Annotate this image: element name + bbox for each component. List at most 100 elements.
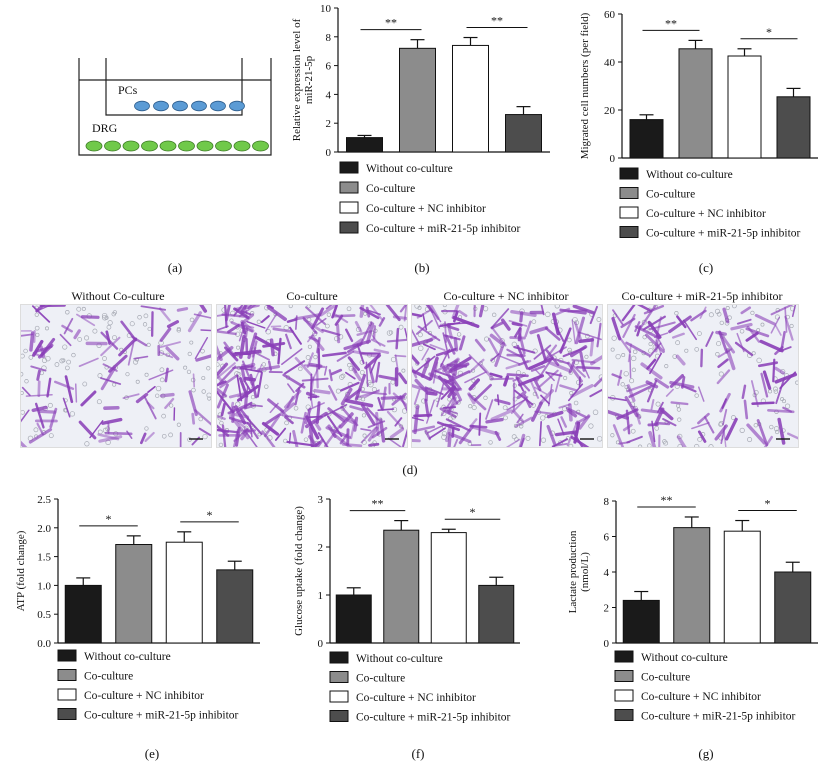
membrane-pore (760, 322, 765, 327)
stained-cell (718, 331, 736, 354)
stained-cell (690, 309, 707, 322)
stained-cell (377, 408, 395, 412)
membrane-pore (677, 433, 683, 440)
stained-cell (336, 323, 341, 344)
membrane-pore (781, 399, 787, 404)
stained-cell (108, 354, 128, 373)
stained-cell (217, 325, 229, 331)
stained-cell (530, 365, 546, 372)
membrane-pore (647, 443, 652, 447)
stained-cell (375, 361, 381, 383)
membrane-pore (596, 436, 602, 442)
stained-cell (386, 410, 405, 430)
stained-cell (644, 333, 665, 354)
stained-cell (518, 333, 526, 355)
stained-cell (230, 321, 254, 333)
membrane-pore (142, 322, 148, 327)
membrane-pore (774, 429, 780, 435)
stained-cell (548, 360, 570, 372)
stained-cell (345, 328, 354, 343)
stained-cell (775, 377, 786, 405)
stained-cell (367, 426, 379, 442)
y-tick-label: 1.5 (37, 552, 51, 564)
stained-cell (305, 391, 318, 399)
stained-cell (360, 426, 377, 444)
stained-cell (28, 427, 53, 444)
stained-cell (697, 430, 707, 443)
stained-cell (412, 338, 433, 348)
stained-cell (464, 371, 486, 384)
bar (165, 541, 203, 644)
stained-cell (490, 308, 510, 329)
membrane-pore (96, 399, 102, 405)
membrane-pore (65, 310, 70, 315)
stained-cell (697, 386, 705, 402)
stained-cell (640, 408, 665, 415)
membrane-pore (161, 413, 166, 419)
membrane-pore (339, 374, 345, 380)
stained-cell (568, 403, 573, 422)
membrane-pore (540, 415, 546, 421)
stained-cell (412, 365, 418, 379)
membrane-pore (417, 345, 424, 351)
legend-swatch (339, 161, 359, 174)
membrane-pore (77, 337, 83, 342)
stained-cell (513, 389, 534, 406)
y-tick-label: 0.0 (37, 638, 51, 650)
membrane-pore (554, 305, 560, 309)
membrane-pore (795, 380, 798, 385)
membrane-pore (33, 427, 39, 433)
membrane-pore (739, 328, 745, 334)
stained-cell (233, 305, 244, 317)
bar (399, 47, 436, 153)
stained-cell (78, 420, 97, 440)
stained-cell (395, 327, 400, 350)
stained-cell (489, 372, 503, 379)
stained-cell (340, 387, 353, 406)
stained-cell (315, 438, 324, 447)
stained-cell (745, 331, 759, 342)
stained-cell (446, 323, 454, 340)
stained-cell (452, 316, 480, 328)
stained-cell (668, 315, 692, 334)
stained-cell (164, 367, 169, 383)
stained-cell (489, 377, 514, 381)
stained-cell (100, 377, 122, 385)
stained-cell (311, 307, 325, 330)
stained-cell (434, 358, 459, 373)
membrane-pore (206, 366, 211, 371)
membrane-pore (363, 311, 368, 316)
significance-label: ** (372, 497, 384, 511)
stained-cell (680, 375, 686, 389)
legend-label: Co-culture + miR-21-5p inhibitor (84, 710, 239, 722)
membrane-pore (674, 311, 679, 316)
membrane-pore (355, 327, 361, 333)
membrane-pore (502, 405, 508, 411)
stained-cell (413, 389, 421, 405)
micrograph-title-1: Without Co-culture (71, 289, 164, 303)
y-tick-label: 6 (326, 61, 332, 73)
stained-cell (632, 405, 642, 419)
membrane-pore (672, 354, 678, 359)
stained-cell (307, 415, 323, 419)
stained-cell (553, 322, 565, 342)
y-tick-label: 60 (604, 9, 616, 21)
membrane-pore (202, 433, 208, 440)
stained-cell (245, 337, 249, 355)
bar (64, 584, 102, 644)
stained-cell (307, 330, 317, 343)
stained-cell (345, 371, 356, 380)
stained-cell (36, 369, 41, 381)
stained-cell (369, 305, 384, 322)
stained-cell (372, 325, 377, 340)
membrane-pore (71, 352, 76, 358)
stained-cell (649, 352, 663, 375)
stained-cell (31, 405, 48, 413)
y-tick-label: 10 (320, 3, 332, 15)
stained-cell (412, 328, 421, 345)
membrane-pore (631, 367, 637, 372)
membrane-pore (697, 437, 703, 442)
stained-cell (697, 412, 710, 425)
stained-cell (217, 345, 234, 362)
stained-cell (122, 393, 140, 399)
